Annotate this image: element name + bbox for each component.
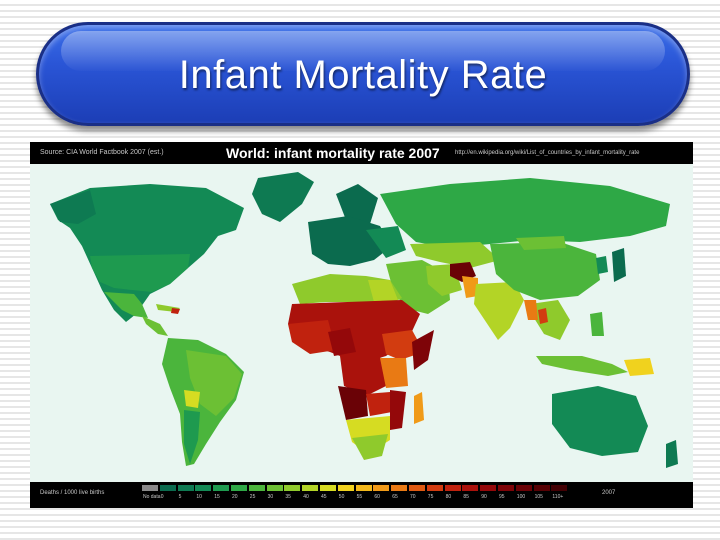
myanmar bbox=[524, 300, 538, 320]
legend-swatch bbox=[142, 485, 158, 491]
legend-label: 50 bbox=[338, 494, 345, 500]
legend-swatch bbox=[373, 485, 390, 491]
usa bbox=[90, 254, 190, 292]
mozambique bbox=[390, 390, 406, 430]
pakistan bbox=[462, 276, 478, 298]
scandinavia bbox=[336, 184, 378, 234]
legend-swatch bbox=[515, 485, 532, 491]
legend-label: 110+ bbox=[552, 494, 564, 500]
haiti bbox=[171, 308, 180, 314]
philippines bbox=[590, 312, 604, 336]
legend-label: 85 bbox=[463, 494, 469, 500]
greenland bbox=[252, 172, 314, 222]
indonesia bbox=[536, 356, 628, 376]
papua-new-guinea bbox=[624, 358, 654, 376]
legend-swatch bbox=[320, 485, 336, 491]
brazil bbox=[186, 350, 242, 416]
legend-swatch bbox=[462, 485, 479, 491]
legend-swatch bbox=[444, 485, 461, 491]
central-america bbox=[142, 316, 168, 336]
angola bbox=[338, 386, 368, 420]
legend-label: 75 bbox=[427, 494, 434, 500]
central-asia bbox=[410, 242, 500, 268]
legend-label: 40 bbox=[303, 494, 309, 500]
laos bbox=[538, 308, 548, 324]
west-africa bbox=[288, 320, 336, 354]
egypt bbox=[368, 280, 398, 302]
legend-title: Deaths / 1000 live births bbox=[40, 490, 105, 496]
legend-label: 65 bbox=[392, 494, 398, 500]
legend-label: 0 bbox=[160, 494, 164, 500]
legend-swatch bbox=[533, 485, 550, 491]
legend-swatch bbox=[213, 485, 230, 491]
legend-swatch bbox=[551, 485, 568, 491]
legend-label: 60 bbox=[374, 494, 380, 500]
legend-label: 20 bbox=[232, 494, 238, 500]
legend-label: 25 bbox=[249, 494, 256, 500]
legend-swatch bbox=[248, 485, 265, 491]
nigeria bbox=[328, 328, 356, 356]
legend-label: 55 bbox=[356, 494, 363, 500]
legend-label: 105 bbox=[534, 494, 543, 500]
alaska bbox=[50, 190, 96, 224]
legend-swatch bbox=[266, 485, 283, 491]
legend-label: No data bbox=[143, 494, 161, 500]
east-africa bbox=[380, 358, 408, 388]
south-africa bbox=[352, 434, 388, 460]
map-source: Source: CIA World Factbook 2007 (est.) bbox=[40, 149, 164, 156]
legend-swatch bbox=[337, 485, 354, 491]
world-map bbox=[50, 172, 678, 468]
eastern-europe bbox=[366, 226, 406, 258]
legend-label: 35 bbox=[285, 494, 291, 500]
slide-title: Infant Mortality Rate bbox=[178, 53, 548, 97]
legend-swatch bbox=[284, 485, 301, 491]
legend-label: 95 bbox=[499, 494, 505, 500]
slide-title-banner: Infant Mortality Rate bbox=[36, 22, 690, 126]
legend-label: 45 bbox=[321, 494, 327, 500]
legend-label: 80 bbox=[445, 494, 452, 500]
australia bbox=[552, 386, 648, 456]
map-body bbox=[30, 164, 693, 482]
legend-label: 90 bbox=[481, 494, 487, 500]
legend-swatch bbox=[391, 485, 408, 491]
russia bbox=[380, 178, 670, 248]
europe bbox=[308, 216, 392, 266]
mexico bbox=[104, 292, 148, 318]
legend-swatch bbox=[302, 485, 319, 491]
legend-swatch bbox=[498, 485, 514, 491]
map-header: Source: CIA World Factbook 2007 (est.) W… bbox=[30, 142, 693, 164]
legend-swatch bbox=[177, 485, 194, 491]
korea bbox=[596, 256, 608, 274]
india bbox=[474, 282, 524, 340]
legend-label: 70 bbox=[410, 494, 416, 500]
legend-label: 5 bbox=[178, 494, 182, 500]
legend-year: 2007 bbox=[602, 490, 616, 496]
mongolia bbox=[516, 236, 566, 250]
map-title: World: infant mortality rate 2007 bbox=[226, 145, 440, 161]
legend-label: 15 bbox=[214, 494, 220, 500]
zambia bbox=[366, 392, 392, 416]
bolivia bbox=[184, 390, 200, 408]
argentina bbox=[184, 410, 200, 464]
legend-swatch bbox=[159, 485, 176, 491]
legend-swatch bbox=[195, 485, 212, 491]
legend-swatch bbox=[480, 485, 497, 491]
madagascar bbox=[414, 392, 424, 424]
north-america bbox=[50, 184, 244, 322]
china bbox=[490, 242, 600, 300]
congo bbox=[340, 356, 386, 396]
world-map-figure: Source: CIA World Factbook 2007 (est.) W… bbox=[30, 142, 693, 508]
japan bbox=[612, 248, 626, 282]
new-zealand bbox=[666, 440, 678, 468]
legend-label: 100 bbox=[516, 494, 526, 500]
map-legend: Deaths / 1000 live births 2007 No data 0 5… bbox=[30, 482, 693, 508]
legend-swatch bbox=[355, 485, 372, 491]
legend-swatch bbox=[409, 485, 425, 491]
legend-swatch bbox=[426, 485, 443, 491]
somalia bbox=[412, 330, 434, 370]
map-url: http://en.wikipedia.org/wiki/List_of_cou… bbox=[455, 150, 640, 156]
legend-label: 30 bbox=[267, 494, 274, 500]
legend-swatch bbox=[231, 485, 247, 491]
legend-label: 10 bbox=[196, 494, 202, 500]
